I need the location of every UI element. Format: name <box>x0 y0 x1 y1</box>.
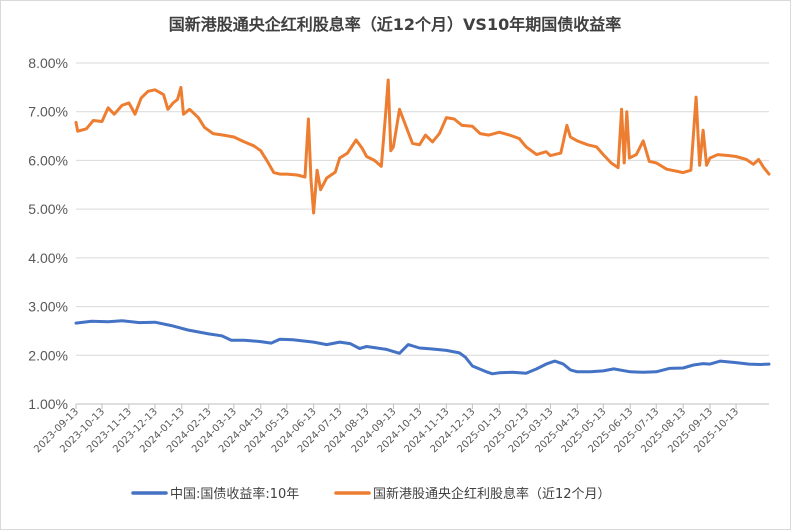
y-tick-label: 3.00% <box>28 299 68 315</box>
y-tick-label: 1.00% <box>28 396 68 412</box>
series-line-1 <box>74 78 771 215</box>
y-tick-label: 5.00% <box>28 201 68 217</box>
legend-label-1: 国新港股通央企红利股息率（近12个月） <box>373 486 611 502</box>
x-axis: 2023-09-132023-10-132023-11-132023-12-13… <box>32 403 769 455</box>
y-tick-label: 2.00% <box>28 347 68 363</box>
y-tick-label: 7.00% <box>28 104 68 120</box>
y-tick-label: 6.00% <box>28 152 68 168</box>
y-tick-label: 4.00% <box>28 250 68 266</box>
y-axis: 8.00% 7.00% 6.00% 5.00% 4.00% 3.00% 2.00% 1.00% <box>28 55 68 412</box>
legend-label-0: 中国:国债收益率:10年 <box>170 486 299 502</box>
chart-title: 国新港股通央企红利股息率（近12个月）VS10年期国债收益率 <box>169 15 621 34</box>
gridlines <box>76 62 769 405</box>
series-lines <box>74 78 771 376</box>
legend: 中国:国债收益率:10年 国新港股通央企红利股息率（近12个月） <box>131 486 611 502</box>
y-tick-label: 8.00% <box>28 55 68 71</box>
series-line-0 <box>74 319 771 376</box>
